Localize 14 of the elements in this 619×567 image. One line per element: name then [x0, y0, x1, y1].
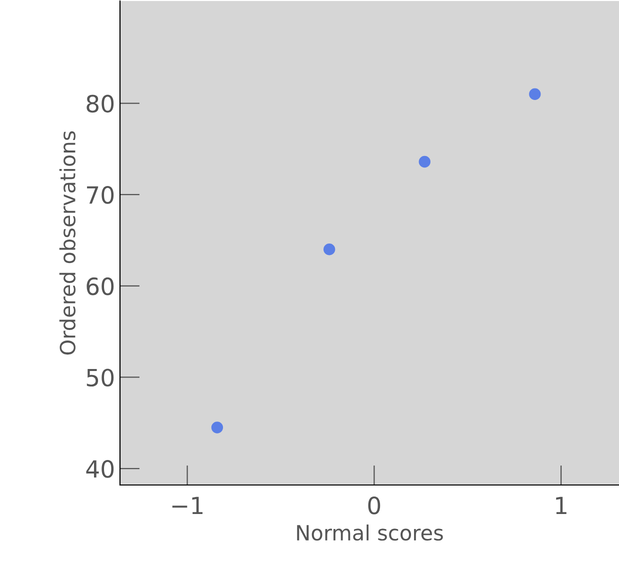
x-tick-label: 0	[368, 496, 380, 514]
point	[418, 156, 430, 168]
y-tick-label: 80	[86, 94, 114, 113]
point	[211, 422, 224, 434]
x-tick-label: 1	[556, 496, 566, 514]
y-tick-label: 70	[87, 186, 114, 204]
x-tick-label: −1	[172, 496, 203, 514]
y-axis-title: Ordered observations	[59, 131, 76, 355]
x-axis-title: Normal scores	[297, 524, 443, 541]
y-tick-label: 60	[86, 277, 114, 296]
point	[529, 88, 541, 100]
y-tick-label: 40	[86, 460, 114, 478]
point	[323, 244, 336, 256]
y-tick-label: 50	[86, 368, 114, 387]
